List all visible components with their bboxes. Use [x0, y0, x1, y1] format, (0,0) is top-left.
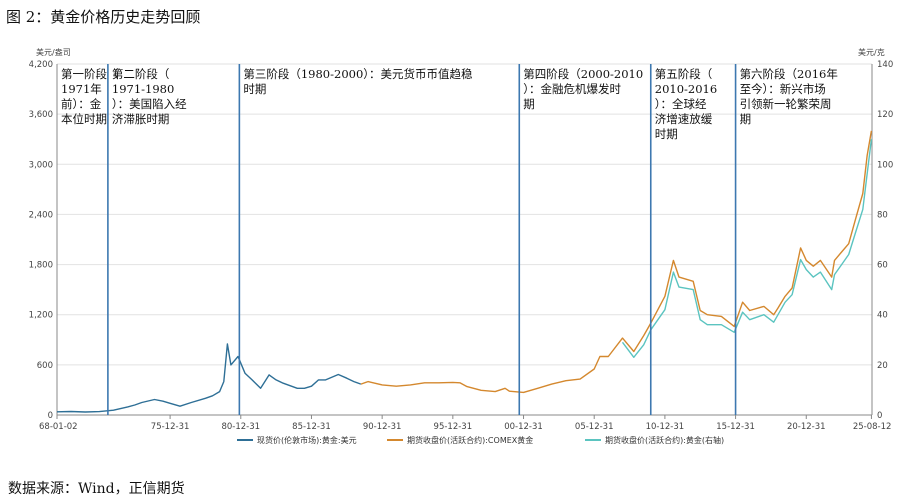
phase-label-2: 1971-1980 — [112, 82, 174, 96]
x-tick-label: 85-12-31 — [292, 422, 331, 432]
y-tick-label-left: 600 — [37, 361, 53, 371]
phase-label-2: 第二阶段（ — [112, 67, 169, 81]
x-tick-label: 00-12-31 — [504, 422, 543, 432]
series-line-3 — [621, 139, 873, 358]
data-source-note: 数据来源：Wind，正信期货 — [8, 481, 185, 497]
legend-label: 期货收盘价(活跃合约):COMEX黄金 — [407, 435, 533, 445]
phase-label-1: 本位时期 — [61, 112, 107, 126]
phase-label-3: 第三阶段（1980-2000）：美元货币币值趋稳 — [243, 67, 473, 81]
phase-label-1: 第一阶段（ — [61, 67, 119, 81]
phase-label-4: 期 — [523, 97, 535, 111]
y-tick-label-left: 2,400 — [29, 210, 53, 220]
y-tick-label-left: 1,200 — [29, 311, 53, 321]
axes: 0 0 600 20 1,200 40 1,800 60 2,400 80 3,000 100 3,60… — [29, 60, 894, 432]
y-tick-label-right: 120 — [877, 110, 893, 120]
phase-label-5: ）：全球经 — [655, 97, 707, 111]
x-tick-label: 68-01-02 — [39, 422, 78, 432]
x-tick-label: 10-12-31 — [646, 422, 685, 432]
phase-label-5: 时期 — [655, 127, 678, 141]
phase-label-5: 济增速放缓 — [655, 112, 713, 126]
phase-label-4: ）：金融危机爆发时 — [523, 82, 621, 96]
phase-label-2: 济滞胀时期 — [112, 112, 169, 126]
phase-label-2: ）：美国陷入经 — [112, 97, 187, 111]
x-tick-label: 95-12-31 — [434, 422, 473, 432]
x-tick-label: 25-08-12 — [853, 422, 892, 432]
phase-label-4: 第四阶段（2000-2010 — [523, 67, 643, 81]
y-tick-label-left: 4,200 — [29, 60, 53, 70]
gridlines — [57, 63, 872, 366]
y-tick-label-left: 3,000 — [29, 160, 53, 170]
x-tick-label: 20-12-31 — [787, 422, 826, 432]
x-tick-label: 90-12-31 — [363, 422, 402, 432]
series-line-1 — [56, 343, 362, 413]
phase-label-6: 期 — [740, 112, 752, 126]
phase-label-6: 引领新一轮繁荣周 — [740, 97, 832, 111]
legend-label: 现货价(伦敦市场):黄金:美元 — [257, 435, 357, 445]
phase-label-3: 时期 — [243, 82, 266, 96]
chart-area: 美元/盎司 美元/克 0 0 600 20 1,200 40 1,800 60 2,400 80 3… — [0, 30, 923, 460]
y-tick-label-right: 20 — [877, 361, 888, 371]
legend-label: 期货收盘价(活跃合约):黄金(右轴) — [605, 435, 724, 445]
y-tick-label-right: 80 — [877, 210, 888, 220]
x-tick-label: 75-12-31 — [151, 422, 190, 432]
y-tick-label-right: 140 — [877, 60, 893, 70]
y-tick-label-right: 0 — [877, 411, 882, 421]
y-tick-label-left: 1,800 — [29, 261, 53, 271]
x-tick-label: 15-12-31 — [716, 422, 755, 432]
series-lines — [56, 130, 873, 413]
y-tick-label-right: 60 — [877, 261, 888, 271]
legend: 现货价(伦敦市场):黄金:美元 期货收盘价(活跃合约):COMEX黄金 期货收盘价(… — [237, 435, 724, 445]
phase-label-5: 2010-2016 — [655, 82, 717, 96]
phase-labels: 第一阶段（1971年前）：金本位时期第二阶段（1971-1980）：美国陷入经济… — [61, 67, 838, 141]
x-tick-label: 05-12-31 — [575, 422, 614, 432]
phase-label-1: 前）：金 — [61, 97, 102, 111]
phase-label-1: 1971年 — [61, 82, 102, 96]
figure-title: 图 2：黄金价格历史走势回顾 — [6, 8, 201, 26]
phase-label-5: 第五阶段（ — [655, 67, 713, 81]
left-axis-unit: 美元/盎司 — [36, 47, 71, 57]
phase-label-6: 第六阶段（2016年 — [740, 67, 838, 81]
y-tick-label-right: 100 — [877, 160, 893, 170]
y-tick-label-right: 40 — [877, 311, 888, 321]
gold-price-chart: 美元/盎司 美元/克 0 0 600 20 1,200 40 1,800 60 2,400 80 3… — [29, 47, 894, 445]
y-tick-label-left: 3,600 — [29, 110, 53, 120]
x-tick-label: 80-12-31 — [221, 422, 260, 432]
phase-label-6: 至今）：新兴市场 — [740, 82, 826, 96]
series-line-2 — [360, 130, 873, 394]
y-tick-label-left: 0 — [48, 411, 53, 421]
phase-dividers — [107, 64, 737, 415]
right-axis-unit: 美元/克 — [858, 47, 885, 57]
